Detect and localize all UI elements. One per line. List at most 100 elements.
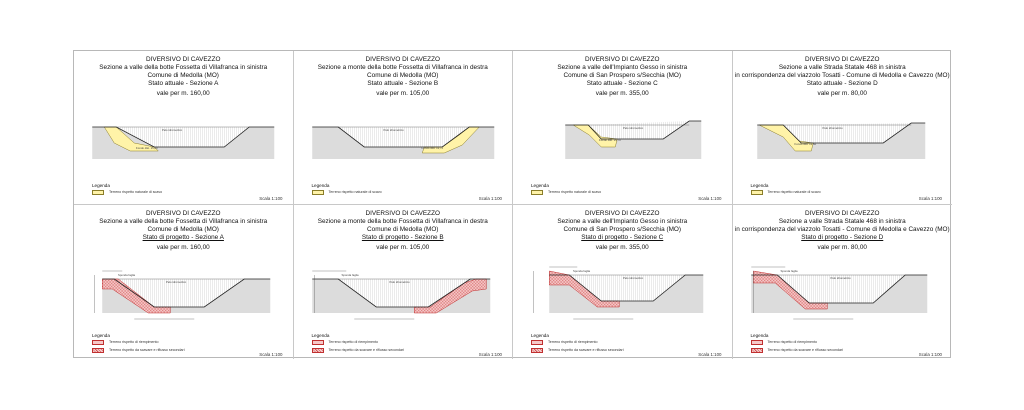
length-value: vale per m. 355,00 [595,90,649,97]
cross-section-drawing [94,270,271,320]
cross-section-drawing [311,270,490,320]
title-line-1: DIVERSIVO DI CAVEZZO [146,210,221,217]
scale-label: Scala 1:100 [698,352,722,357]
title-line-3: Comune di Medolla (MO) [147,226,219,233]
section-profile [102,278,271,308]
legend-swatch-1 [311,190,324,195]
title-line-2: Sezione a monte della botte Fossetta di … [317,218,488,225]
title-line-3: Comune di Medolla (MO) [367,226,439,233]
water-body [569,275,686,301]
cross-section-drawing [311,126,494,159]
title-line-4: Stato attuale - Sezione A [148,80,219,87]
cross-section-drawing [565,120,702,159]
section-titles: DIVERSIVO DI CAVEZZO Sezione a monte dell… [294,56,513,98]
title-line-4: Stato di progetto - Sezione C [581,234,664,241]
legend-swatch-2 [311,348,324,353]
legend-title: Legenda [531,183,549,188]
title-line-3: in corrispondenza del viazzolo Tosatti -… [734,226,950,233]
title-line-2: Sezione a valle dell'Impianto Gesso in s… [557,218,688,225]
legend-text-2: Terreno rispetto da scavare e riflusso s… [109,348,185,352]
scale-label: Scala 1:100 [918,196,942,201]
legend-title: Legenda [311,333,330,338]
water-level-label: Pelo idrometrico [166,280,187,284]
ground-mass [750,275,927,313]
bank-label: Sponda faglia [341,273,359,277]
water-level-label: Pelo idrometrico [822,126,843,130]
section-titles: DIVERSIVO DI CAVEZZO Sezione a valle dell… [513,56,732,98]
legend-text-1: Terreno rispetto naturale di scavo [109,190,163,194]
bed-level-label: Fondo dist. 15,00 [136,146,158,150]
legend-text-1: Terreno rispetto di riempimento [548,340,598,344]
ground-mass [549,275,704,313]
legend-title: Legenda [750,333,769,338]
terrain-zone-left [103,126,159,152]
legend-swatch-1 [92,190,104,195]
bed-level-label: Fondo dist. 13,82 [794,142,817,146]
title-line-2: Sezione a monte della botte Fossetta di … [317,64,488,71]
water-level-label: Pelo idrometrico [389,280,410,284]
cross-section-drawing [92,126,275,159]
legend-title: Legenda [311,183,330,188]
cross-section-drawing [750,266,927,320]
legend-swatch-1 [531,190,543,195]
scale-label: Scala 1:100 [259,352,283,357]
section-profile [549,274,704,302]
section-profile [311,278,490,308]
length-value: vale per m. 355,00 [595,244,649,251]
length-value: vale per m. 160,00 [156,90,210,97]
title-line-3: Comune di San Prospero s/Secchia (MO) [563,226,682,233]
length-value: vale per m. 160,00 [156,244,210,251]
scale-label: Scala 1:100 [478,196,502,201]
title-line-4: Stato di progetto - Sezione D [801,234,884,241]
legend-text-1: Terreno rispetto naturale di scavo [548,190,602,194]
terrain-zone-left [102,278,171,314]
legend-swatch-1 [92,340,104,345]
section-panel-a_progetto: DIVERSIVO DI CAVEZZO Sezione a valle dell… [74,205,294,359]
legend-text-2: Terreno rispetto da scavare e riflusso s… [548,348,624,352]
legend-swatch-1 [531,340,543,345]
scale-label: Scala 1:100 [478,352,502,357]
bed-level-label: Fondo dist. 13,72 [421,146,444,150]
cross-section-drawing [756,122,925,159]
section-titles: DIVERSIVO DI CAVEZZO Sezione a valle dell… [74,210,293,252]
section-titles: DIVERSIVO DI CAVEZZO Sezione a valle dell… [513,210,732,252]
scale-label: Scala 1:100 [698,196,722,201]
ground-mass [565,121,702,159]
legend-swatch-2 [92,348,104,353]
water-body [782,123,911,143]
water-level-label: Pelo idrometrico [383,128,404,132]
terrain-zone-right [413,278,486,314]
legend-text-2: Terreno rispetto da scavare e riflusso s… [767,348,844,352]
legend-text-1: Terreno rispetto di riempimento [328,340,379,344]
legend-title: Legenda [92,333,110,338]
legend-swatch-1 [750,340,763,345]
water-level-label: Pelo idrometrico [623,276,644,280]
section-panel-c_progetto: DIVERSIVO DI CAVEZZO Sezione a valle dell… [513,205,733,359]
section-titles: DIVERSIVO DI CAVEZZO Sezione a valle dell… [74,56,293,98]
drawing-sheet: DIVERSIVO DI CAVEZZO Sezione a valle dell… [73,50,953,359]
legend-text-1: Terreno rispetto di riempimento [109,340,159,344]
length-value: vale per m. 80,00 [817,244,867,251]
section-panel-c_attuale: DIVERSIVO DI CAVEZZO Sezione a valle dell… [513,51,733,205]
water-level-label: Pelo idrometrico [830,276,851,280]
section-titles: DIVERSIVO DI CAVEZZO Sezione a valle Stra… [733,210,953,252]
title-line-4: Stato di progetto - Sezione A [142,234,224,241]
length-value: vale per m. 80,00 [817,90,867,97]
title-line-4: Stato di progetto - Sezione B [361,234,444,241]
title-line-3: Comune di Medolla (MO) [367,72,439,79]
bank-label: Sponda faglia [573,269,591,273]
water-body [337,279,470,307]
section-panel-d_progetto: DIVERSIVO DI CAVEZZO Sezione a valle Stra… [733,205,953,359]
water-body [776,275,905,303]
legend-title: Legenda [92,183,110,188]
bank-label: Sponda faglia [780,269,798,273]
title-line-4: Stato attuale - Sezione C [586,80,658,87]
water-body [114,279,245,307]
legend-text-1: Terreno rispetto naturale di scavo [767,190,821,194]
section-profile [92,126,275,148]
legend-text-2: Terreno rispetto da scavare e riflusso s… [328,348,405,352]
water-level-label: Pelo idrometrico [162,128,183,132]
water-level-label: Pelo idrometrico [623,126,644,130]
title-line-1: DIVERSIVO DI CAVEZZO [365,210,440,217]
legend-swatch-2 [531,348,543,353]
